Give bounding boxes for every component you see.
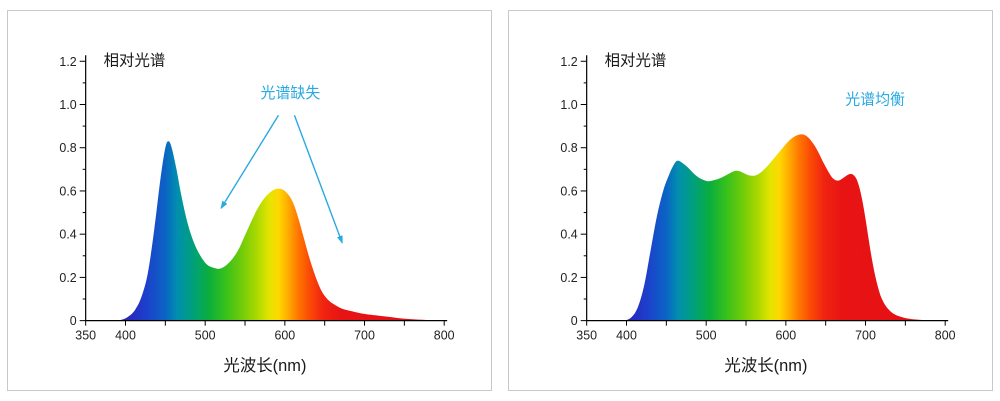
spectrum-area <box>115 141 445 321</box>
y-tick-label: 0.4 <box>560 228 577 242</box>
y-tick-label: 0.2 <box>560 271 577 285</box>
y-tick-label: 0.8 <box>59 141 76 155</box>
y-tick-label: 1.2 <box>59 55 76 69</box>
y-tick-label: 0 <box>571 314 578 328</box>
x-tick-label: 700 <box>354 329 375 343</box>
x-tick-label: 400 <box>115 329 136 343</box>
panel-balanced-spectrum: 350 400 500 600 700 800 0 0.2 0.4 0.6 0.8 1.0 1.2 相对光… <box>508 10 993 391</box>
annotation-text: 光谱缺失 <box>261 85 321 102</box>
y-tick-label: 0.2 <box>59 271 76 285</box>
y-tick-label: 0.8 <box>560 141 577 155</box>
chart-title: 相对光谱 <box>104 51 166 69</box>
x-tick-label: 800 <box>935 329 956 343</box>
y-tick-label: 0.4 <box>59 228 76 242</box>
spectrum-area <box>624 134 946 321</box>
x-tick-label: 800 <box>434 329 455 343</box>
y-tick-label: 0 <box>70 314 77 328</box>
x-tick-label: 500 <box>195 329 216 343</box>
annotation-arrow <box>293 115 343 244</box>
x-tick-label: 700 <box>855 329 876 343</box>
annotation-text: 光谱均衡 <box>845 91 905 108</box>
x-tick-label: 350 <box>75 329 96 343</box>
y-tick-label: 0.6 <box>59 184 76 198</box>
spectrum-chart-missing: 350 400 500 600 700 800 0 0.2 0.4 0.6 0.8 1.0 1.2 相对光… <box>59 51 455 375</box>
x-tick-label: 600 <box>274 329 295 343</box>
annotation-arrow <box>220 114 280 210</box>
x-axis-label: 光波长(nm) <box>223 356 306 375</box>
y-tick-label: 1.2 <box>560 55 577 69</box>
spectrum-chart-balanced: 350 400 500 600 700 800 0 0.2 0.4 0.6 0.8 1.0 1.2 相对光… <box>560 51 956 375</box>
x-tick-label: 400 <box>616 329 637 343</box>
chart-title: 相对光谱 <box>605 51 667 69</box>
x-tick-label: 600 <box>775 329 796 343</box>
y-tick-label: 0.6 <box>560 184 577 198</box>
x-tick-label: 350 <box>576 329 597 343</box>
panel-missing-spectrum: 350 400 500 600 700 800 0 0.2 0.4 0.6 0.8 1.0 1.2 相对光… <box>7 10 492 391</box>
y-tick-label: 1.0 <box>59 98 76 112</box>
x-axis-label: 光波长(nm) <box>724 356 807 375</box>
y-tick-label: 1.0 <box>560 98 577 112</box>
x-tick-label: 500 <box>696 329 717 343</box>
